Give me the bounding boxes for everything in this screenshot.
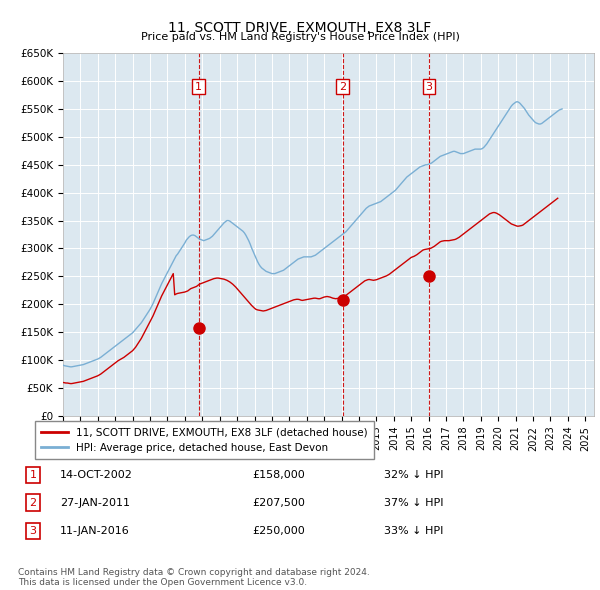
- Text: 33% ↓ HPI: 33% ↓ HPI: [384, 526, 443, 536]
- Text: 37% ↓ HPI: 37% ↓ HPI: [384, 498, 443, 507]
- Text: £250,000: £250,000: [252, 526, 305, 536]
- Text: 11-JAN-2016: 11-JAN-2016: [60, 526, 130, 536]
- Text: £158,000: £158,000: [252, 470, 305, 480]
- Text: 27-JAN-2011: 27-JAN-2011: [60, 498, 130, 507]
- Text: 1: 1: [29, 470, 37, 480]
- Legend: 11, SCOTT DRIVE, EXMOUTH, EX8 3LF (detached house), HPI: Average price, detached: 11, SCOTT DRIVE, EXMOUTH, EX8 3LF (detac…: [35, 421, 374, 459]
- Text: Price paid vs. HM Land Registry's House Price Index (HPI): Price paid vs. HM Land Registry's House …: [140, 32, 460, 42]
- Text: 14-OCT-2002: 14-OCT-2002: [60, 470, 133, 480]
- Text: 2: 2: [29, 498, 37, 507]
- Text: 1: 1: [195, 81, 202, 91]
- Text: £207,500: £207,500: [252, 498, 305, 507]
- Text: 11, SCOTT DRIVE, EXMOUTH, EX8 3LF: 11, SCOTT DRIVE, EXMOUTH, EX8 3LF: [169, 21, 431, 35]
- Text: Contains HM Land Registry data © Crown copyright and database right 2024.
This d: Contains HM Land Registry data © Crown c…: [18, 568, 370, 587]
- Text: 32% ↓ HPI: 32% ↓ HPI: [384, 470, 443, 480]
- Text: 2: 2: [339, 81, 346, 91]
- Text: 3: 3: [29, 526, 37, 536]
- Text: 3: 3: [425, 81, 433, 91]
